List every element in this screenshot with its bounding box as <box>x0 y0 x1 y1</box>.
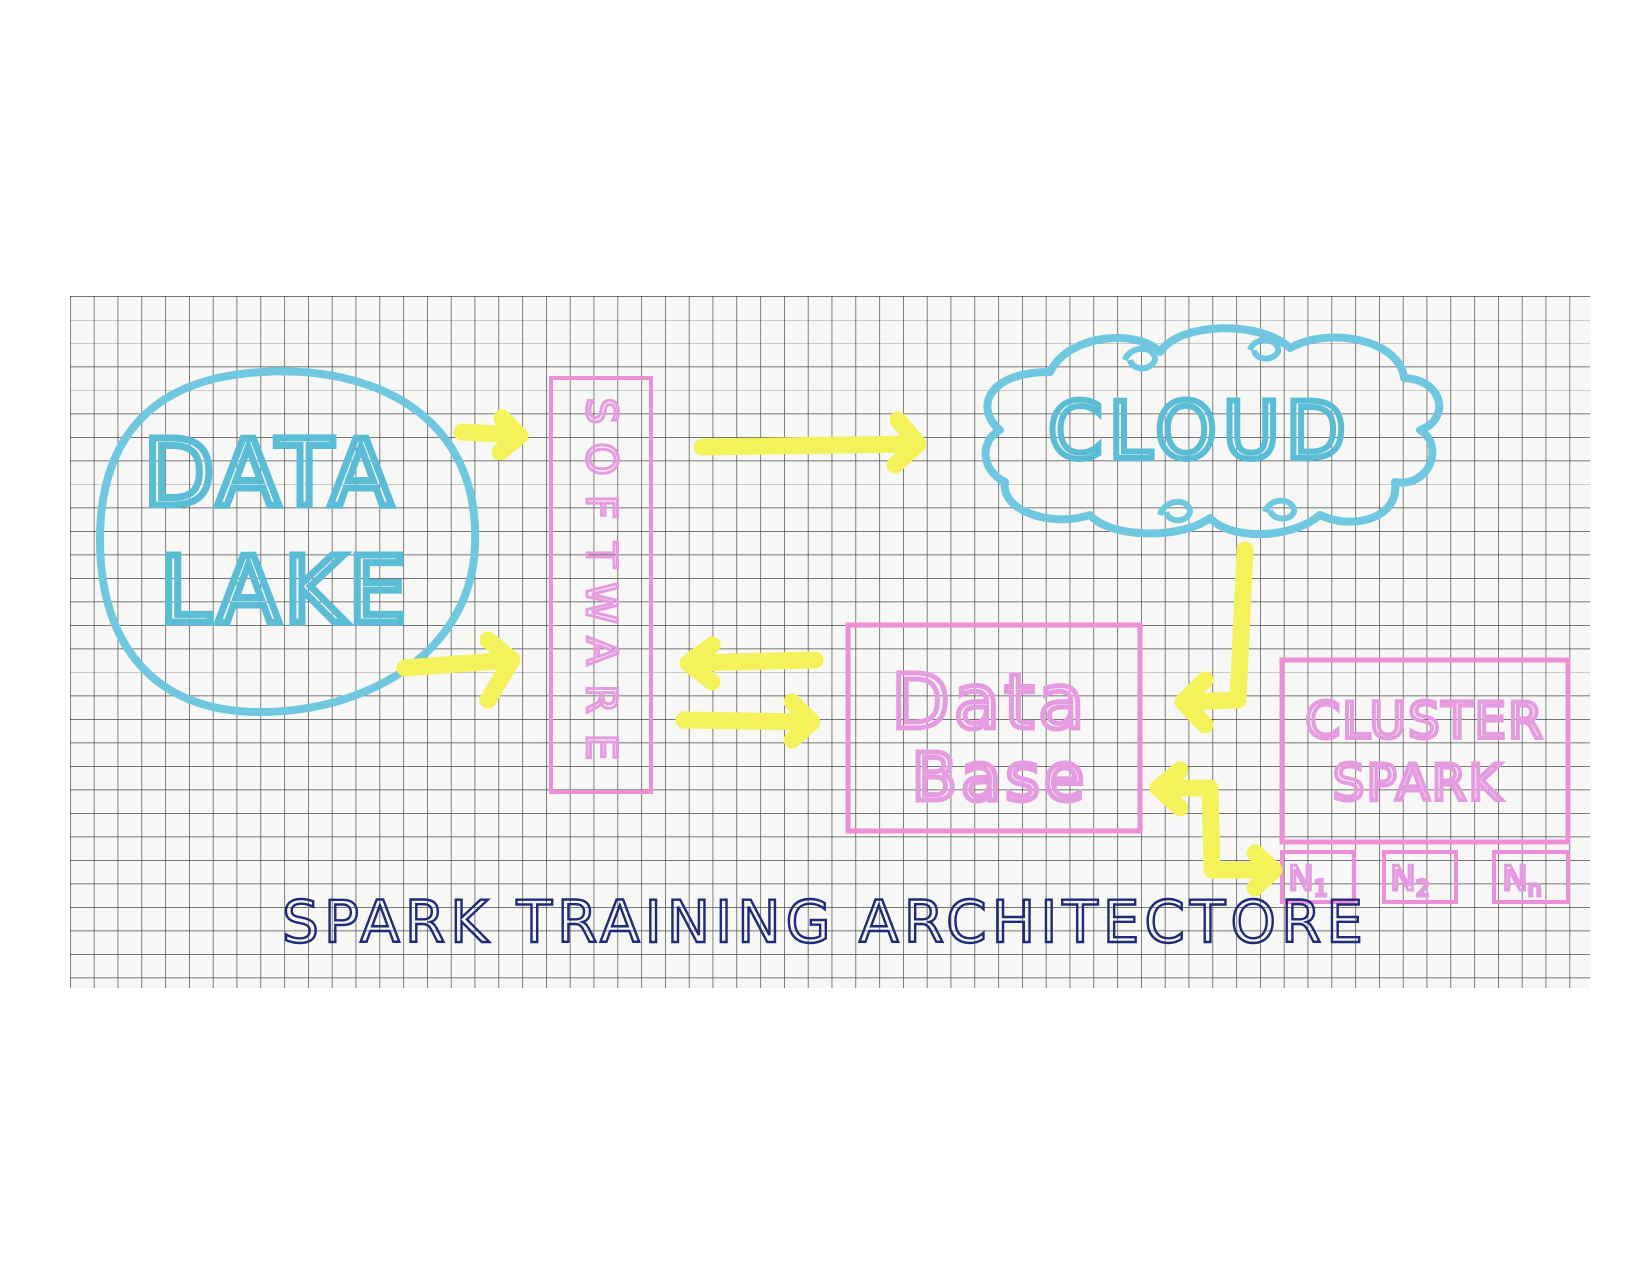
data-lake-node: DATA LAKE <box>96 367 480 716</box>
cloud-outline <box>981 324 1444 539</box>
cluster-node-n-sub: n <box>1528 877 1542 902</box>
cloud-curl-bottom-2 <box>1262 497 1297 522</box>
software-letter-5: W <box>577 582 626 624</box>
cluster-spark-label-line1: CLUSTER <box>1305 692 1545 750</box>
arrow-software-to-database <box>675 693 821 749</box>
cluster-node-2: N2 <box>1382 850 1458 904</box>
software-letter-4: T <box>577 541 626 568</box>
cluster-node-2-sub: 2 <box>1416 877 1430 902</box>
database-label-line2: Base <box>912 739 1089 816</box>
svg-text:N1: N1 <box>1288 859 1327 902</box>
diagram-caption: SPARK TRAINING ARCHITECTORE <box>282 888 1368 956</box>
arrow-cloud-to-database <box>1174 541 1254 734</box>
cloud-curl-top-2 <box>1247 337 1281 362</box>
cluster-node-1-sub: 1 <box>1314 877 1328 902</box>
software-letter-1: S <box>577 398 626 425</box>
data-lake-label-line2: LAKE <box>160 537 411 644</box>
arrow-datalake-to-software-top <box>453 409 529 461</box>
cloud-node: CLOUD <box>981 324 1444 539</box>
arrow-datalake-to-software-bottom <box>396 631 521 709</box>
software-letter-3: F <box>577 495 626 519</box>
svg-text:N2: N2 <box>1390 859 1429 902</box>
cluster-node-2-label: N <box>1390 859 1415 899</box>
software-letter-2: O <box>577 442 626 475</box>
software-letter-8: E <box>577 734 626 761</box>
cluster-spark-label-line2: SPARK <box>1333 754 1503 812</box>
software-box <box>549 376 653 794</box>
software-letter-7: R <box>577 684 626 713</box>
cloud-curl-top-1 <box>1122 345 1159 372</box>
cluster-spark-box <box>1279 657 1571 845</box>
data-lake-label-line1: DATA <box>143 420 396 527</box>
cluster-node-n-label: N <box>1502 859 1527 899</box>
cluster-spark-node: CLUSTER SPARK N1 N2 Nn <box>1279 657 1571 904</box>
svg-text:Nn: Nn <box>1502 859 1541 902</box>
cloud-curl-bottom-1 <box>1157 498 1194 524</box>
arrow-database-to-software <box>679 636 824 691</box>
arrow-software-to-cloud <box>693 411 927 474</box>
graph-paper <box>70 296 1590 988</box>
database-box <box>845 622 1143 834</box>
cluster-node-1: N1 <box>1280 850 1356 904</box>
software-letter-6: A <box>577 637 626 666</box>
database-label-line1: Data <box>891 657 1088 746</box>
data-lake-circle <box>96 367 480 716</box>
arrow-database-cluster-nodes <box>1149 761 1283 897</box>
cluster-node-n: Nn <box>1492 850 1570 904</box>
cloud-label: CLOUD <box>1048 387 1352 477</box>
cluster-node-1-label: N <box>1288 859 1313 899</box>
database-node: Data Base <box>845 622 1143 834</box>
